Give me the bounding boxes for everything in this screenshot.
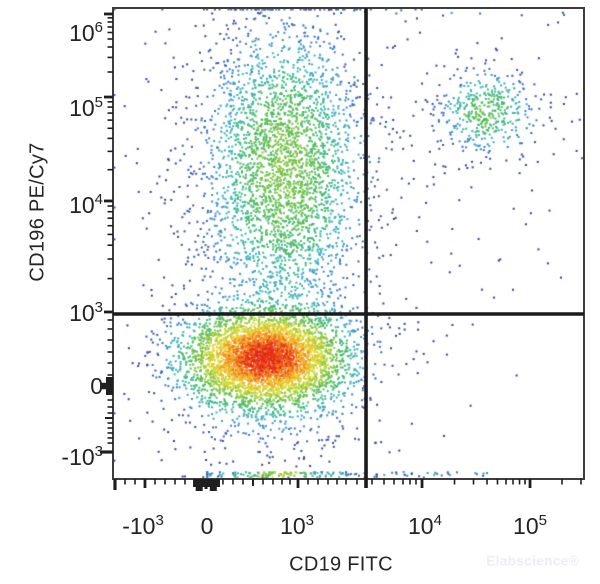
tick-label: -103 bbox=[61, 443, 103, 470]
watermark: Elabscience® bbox=[486, 553, 579, 569]
tick-label: 104 bbox=[69, 191, 103, 218]
tick-label: 103 bbox=[69, 299, 103, 326]
x-axis-title: CD19 FITC bbox=[289, 553, 393, 576]
tick-label: -103 bbox=[122, 512, 164, 539]
y-axis-title: CD196 PE/Cy7 bbox=[26, 142, 49, 282]
tick-label: 106 bbox=[69, 19, 103, 46]
tick-label: 105 bbox=[69, 94, 103, 121]
tick-label: 105 bbox=[513, 512, 547, 539]
plot-border bbox=[112, 7, 585, 480]
x-zero-deep-tick bbox=[195, 479, 203, 491]
x-zero-major-tick bbox=[204, 479, 208, 489]
tick-label: 0 bbox=[90, 373, 103, 399]
tick-label: 103 bbox=[280, 512, 314, 539]
y-zero-major-tick bbox=[100, 382, 113, 390]
tick-label: 0 bbox=[201, 513, 214, 539]
tick-label: 104 bbox=[408, 512, 442, 539]
x-zero-deep-tick bbox=[209, 479, 217, 491]
